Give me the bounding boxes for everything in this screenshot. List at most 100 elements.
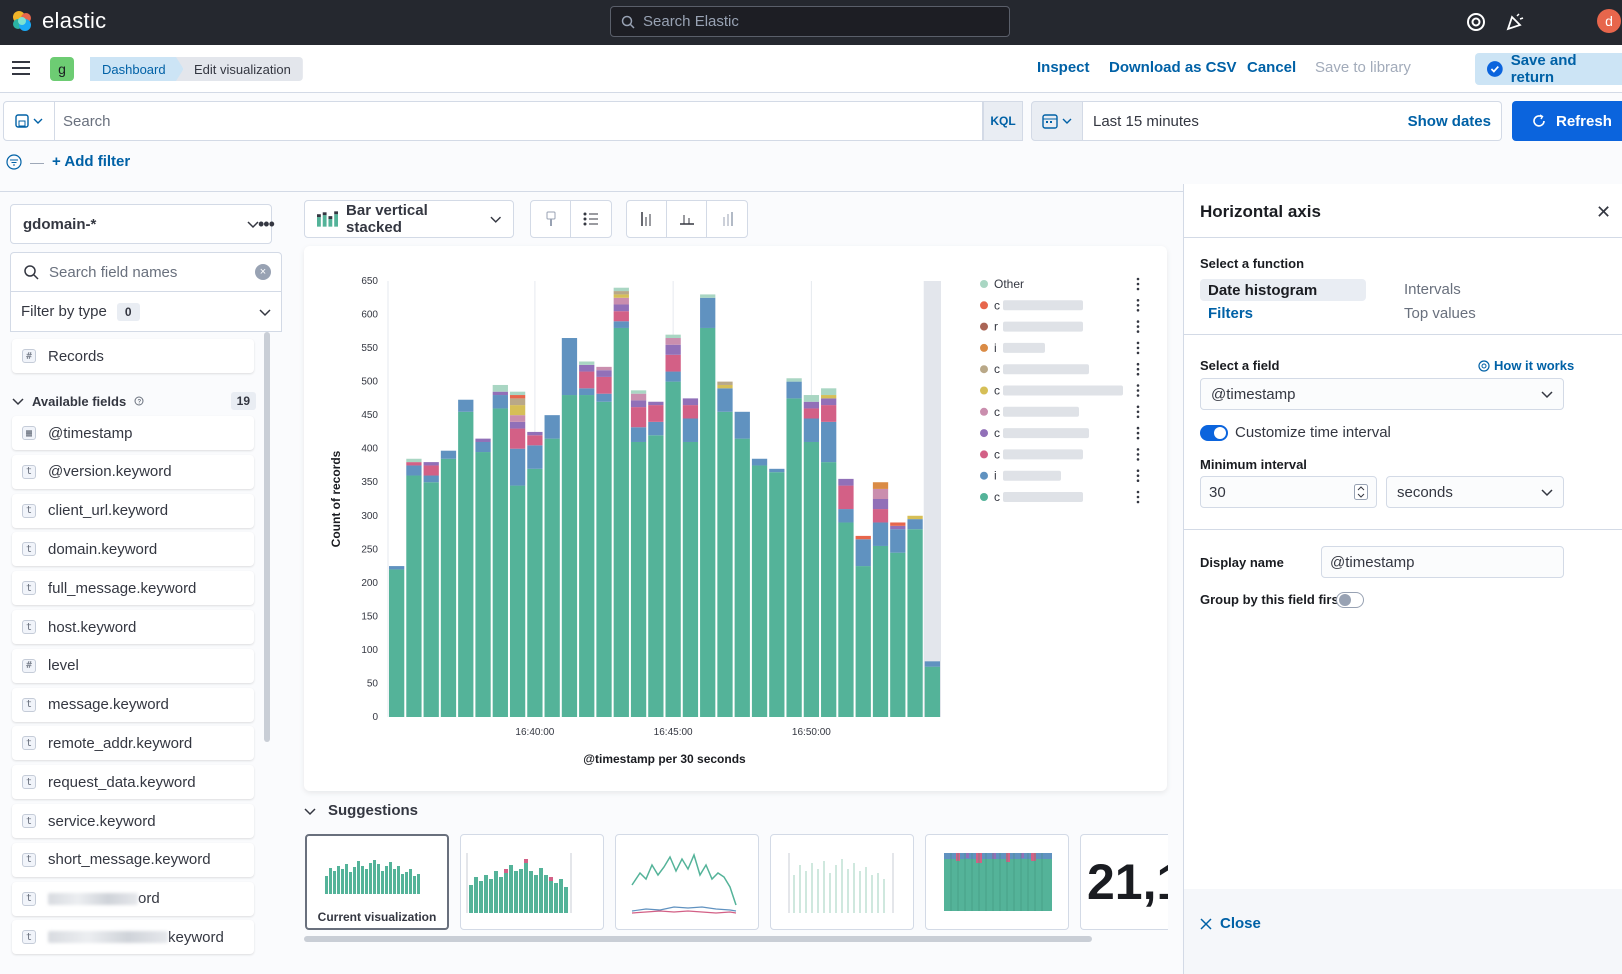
legend-swatch bbox=[980, 280, 988, 288]
field-item[interactable]: t remote_addr.keyword bbox=[12, 726, 254, 761]
cancel-link[interactable]: Cancel bbox=[1247, 59, 1297, 76]
interval-unit-select[interactable]: seconds bbox=[1386, 476, 1564, 508]
suggestion-thumbnail-bar bbox=[466, 853, 572, 913]
bottom-axis-button[interactable] bbox=[667, 201, 707, 237]
quick-date-menu[interactable] bbox=[1031, 101, 1083, 141]
elastic-logo[interactable]: elastic bbox=[10, 8, 106, 34]
how-it-works-link[interactable]: How it works bbox=[1478, 358, 1574, 373]
suggestion-line-chart[interactable] bbox=[615, 834, 759, 930]
panel-footer: Close bbox=[1184, 889, 1622, 974]
help-icon[interactable] bbox=[1464, 10, 1488, 34]
refresh-button[interactable]: Refresh bbox=[1512, 101, 1622, 141]
close-button[interactable]: Close bbox=[1200, 915, 1261, 932]
legend-action-dot bbox=[1136, 320, 1140, 323]
news-feed-icon[interactable] bbox=[1503, 10, 1527, 34]
bar-segment bbox=[682, 441, 699, 717]
suggestion-current-visualization[interactable]: Current visualization bbox=[305, 834, 449, 930]
legend-action-dot bbox=[1136, 372, 1140, 376]
visual-options-button[interactable] bbox=[531, 201, 571, 237]
select-function-label: Select a function bbox=[1200, 256, 1305, 271]
bar-segment bbox=[734, 411, 750, 439]
group-first-label: Group by this field first bbox=[1200, 592, 1344, 607]
available-fields-header[interactable]: Available fields ? 19 bbox=[12, 392, 256, 410]
field-item[interactable]: t service.keyword bbox=[12, 804, 254, 838]
group-first-toggle[interactable] bbox=[1336, 592, 1364, 608]
chart-type-switcher[interactable]: Bar vertical stacked bbox=[304, 200, 514, 238]
suggestion-metric[interactable]: 21,1 bbox=[1080, 834, 1168, 930]
clear-search-icon[interactable]: × bbox=[255, 264, 271, 280]
saved-query-menu[interactable] bbox=[3, 101, 55, 141]
bar-segment bbox=[527, 431, 543, 436]
field-item[interactable]: t ord bbox=[12, 881, 254, 916]
suggestion-percentage-bars[interactable] bbox=[925, 834, 1069, 930]
legend-label: Other bbox=[994, 277, 1024, 291]
field-list-scrollbar[interactable] bbox=[264, 332, 270, 742]
customize-interval-toggle[interactable] bbox=[1200, 425, 1228, 441]
inspect-link[interactable]: Inspect bbox=[1037, 59, 1090, 76]
data-view-options-icon[interactable]: ••• bbox=[258, 214, 275, 234]
function-top-values[interactable]: Top values bbox=[1404, 305, 1476, 322]
string-type-icon: t bbox=[22, 814, 36, 828]
field-item[interactable]: t request_data.keyword bbox=[12, 765, 254, 800]
user-avatar[interactable]: d bbox=[1597, 9, 1621, 33]
field-select[interactable]: @timestamp bbox=[1200, 378, 1564, 410]
suggestion-bar-thin[interactable] bbox=[770, 834, 914, 930]
field-item[interactable]: t full_message.keyword bbox=[12, 571, 254, 606]
date-range-display[interactable]: Last 15 minutes Show dates bbox=[1083, 101, 1502, 141]
close-icon[interactable]: ✕ bbox=[1596, 202, 1612, 222]
filter-menu-icon[interactable] bbox=[6, 153, 22, 170]
download-csv-link[interactable]: Download as CSV bbox=[1109, 59, 1237, 76]
legend-redacted bbox=[1003, 300, 1083, 311]
right-axis-button[interactable] bbox=[707, 201, 747, 237]
global-search-input[interactable]: Search Elastic bbox=[610, 6, 1010, 37]
field-item[interactable]: t client_url.keyword bbox=[12, 493, 254, 528]
number-stepper-icon[interactable] bbox=[1354, 484, 1368, 500]
field-search-input[interactable]: Search field names × bbox=[10, 252, 282, 292]
left-axis-button[interactable] bbox=[627, 201, 667, 237]
filter-by-type-dropdown[interactable]: Filter by type 0 bbox=[10, 292, 282, 332]
data-view-picker[interactable]: gdomain-* bbox=[10, 204, 272, 244]
interval-number-input[interactable]: 30 bbox=[1200, 476, 1377, 508]
bar-stacked-icon bbox=[317, 211, 339, 227]
bar-segment bbox=[406, 462, 422, 466]
field-item[interactable]: t short_message.keyword bbox=[12, 842, 254, 877]
field-item[interactable]: t message.keyword bbox=[12, 687, 254, 722]
select-field-label: Select a field bbox=[1200, 358, 1280, 373]
save-and-return-button[interactable]: Save and return bbox=[1475, 52, 1622, 86]
legend-label: c bbox=[994, 490, 1000, 504]
kql-language-toggle[interactable]: KQL bbox=[983, 101, 1023, 141]
add-filter-link[interactable]: + Add filter bbox=[52, 153, 131, 170]
suggestions-scrollbar[interactable] bbox=[304, 936, 1092, 942]
display-name-input[interactable]: @timestamp bbox=[1321, 546, 1564, 578]
field-item[interactable]: t host.keyword bbox=[12, 610, 254, 644]
stacked-bar-chart[interactable]: 0 50 100 150 200 250 300 350 400 450 500 550 600 650 1… bbox=[304, 246, 1167, 791]
field-item[interactable]: # level bbox=[12, 648, 254, 683]
legend-action-dot bbox=[1136, 474, 1140, 477]
menu-icon[interactable] bbox=[12, 59, 32, 77]
field-name: Records bbox=[48, 347, 104, 365]
function-intervals[interactable]: Intervals bbox=[1404, 281, 1461, 298]
space-avatar[interactable]: g bbox=[50, 57, 74, 81]
save-to-library-link[interactable]: Save to library bbox=[1315, 59, 1411, 76]
breadcrumb-dashboard[interactable]: Dashboard bbox=[90, 57, 184, 81]
suggestions-header[interactable]: Suggestions bbox=[304, 802, 418, 819]
field-item[interactable]: ▦ @timestamp bbox=[12, 416, 254, 450]
help-icon bbox=[1478, 359, 1490, 372]
field-item-records[interactable]: # Records bbox=[12, 339, 254, 373]
function-filters[interactable]: Filters bbox=[1208, 305, 1254, 322]
function-date-histogram[interactable]: Date histogram bbox=[1200, 279, 1366, 301]
field-item[interactable]: t keyword bbox=[12, 920, 254, 955]
legend-label: i bbox=[994, 469, 997, 483]
show-dates-link[interactable]: Show dates bbox=[1407, 112, 1491, 130]
bar-segment bbox=[700, 297, 716, 328]
suggestion-bar-chart[interactable] bbox=[460, 834, 604, 930]
field-item[interactable]: t domain.keyword bbox=[12, 532, 254, 567]
query-input[interactable]: Search bbox=[55, 101, 983, 141]
bar-segment bbox=[544, 415, 560, 439]
field-item[interactable]: t @version.keyword bbox=[12, 454, 254, 489]
divider bbox=[1184, 529, 1622, 530]
legend-options-button[interactable] bbox=[571, 201, 611, 237]
field-name-wrap: domain.keyword bbox=[48, 541, 157, 558]
bar-segment bbox=[769, 468, 785, 473]
bar-segment bbox=[751, 465, 768, 717]
